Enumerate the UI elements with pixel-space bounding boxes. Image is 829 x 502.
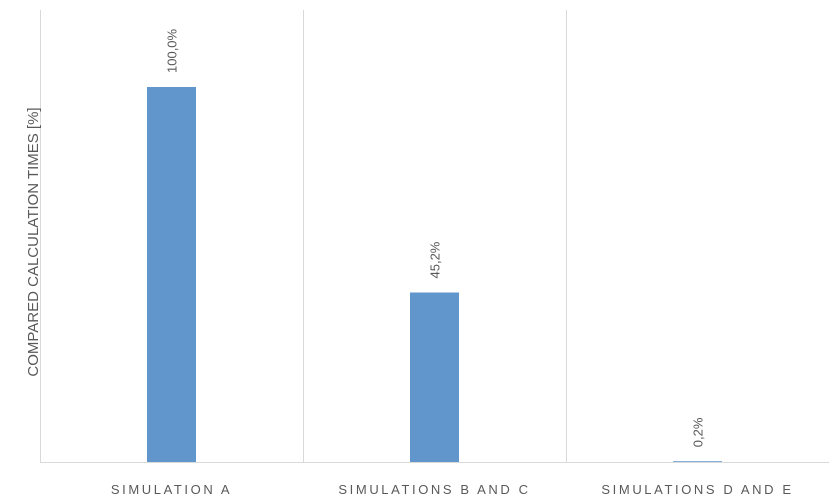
data-label: 100,0%	[165, 28, 180, 73]
category-label: SIMULATIONS D AND E	[601, 482, 793, 497]
bar	[147, 87, 196, 462]
category-label: SIMULATION A	[111, 482, 232, 497]
bar	[673, 461, 722, 462]
data-labels: 100,0% 45,2% 0,2%	[165, 28, 706, 447]
category-label: SIMULATIONS B AND C	[338, 482, 530, 497]
category-dividers	[40, 10, 567, 462]
y-axis-title: COMPARED CALCULATION TIMES [%]	[25, 107, 42, 376]
data-label: 0,2%	[691, 417, 706, 447]
bar	[410, 292, 459, 462]
bars	[147, 87, 722, 462]
category-labels: SIMULATION A SIMULATIONS B AND C SIMULATIO…	[111, 482, 793, 497]
data-label: 45,2%	[428, 241, 443, 278]
